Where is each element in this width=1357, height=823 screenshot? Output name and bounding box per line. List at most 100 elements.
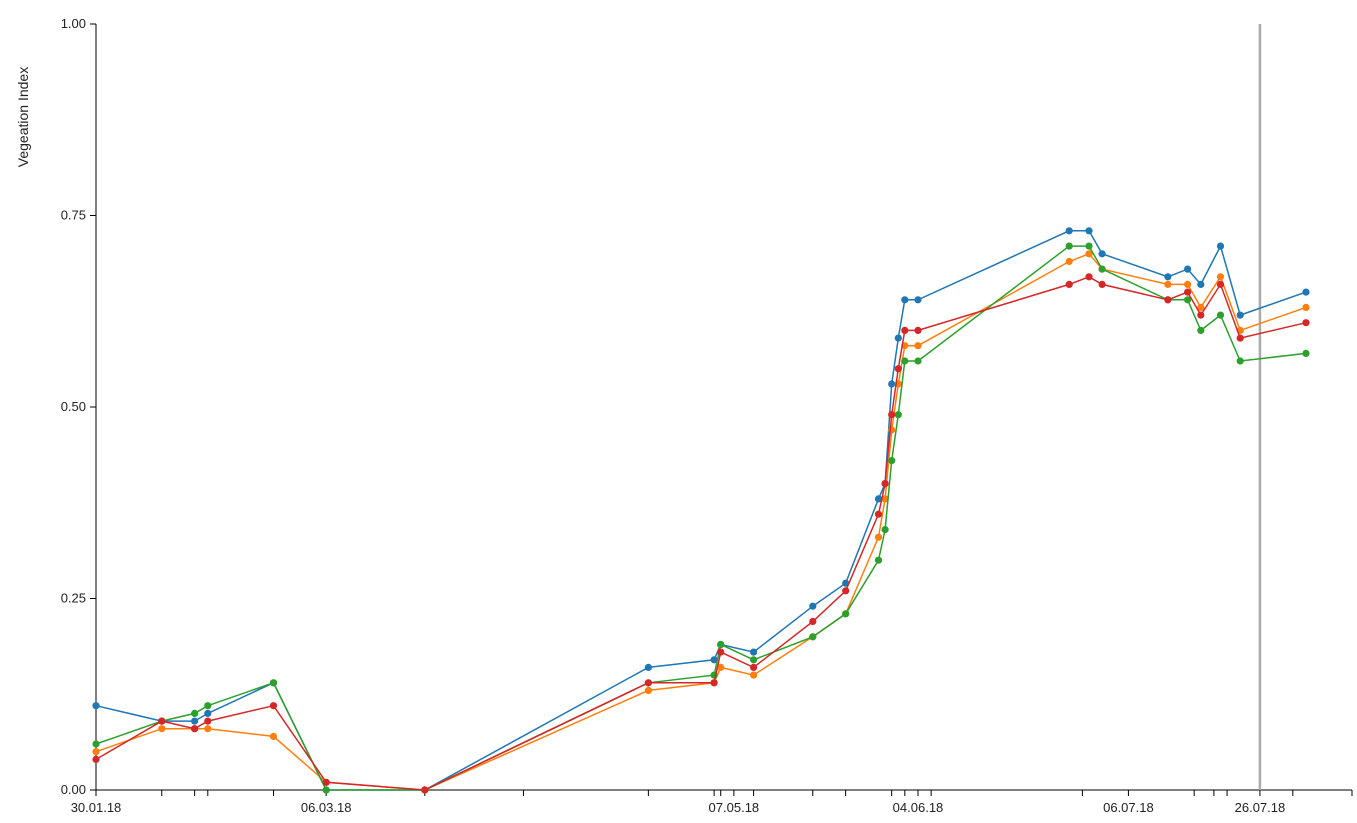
series-2-point: [92, 748, 100, 756]
series-3: [92, 242, 1310, 794]
series-2-point: [717, 663, 725, 672]
series-1-point: [191, 717, 199, 725]
series-3-line: [95, 245, 1307, 791]
series-3-point: [1197, 326, 1205, 334]
series-1-point: [888, 380, 896, 388]
series-4-point: [1184, 288, 1192, 296]
x-tick-label: 07.05.18: [709, 800, 760, 815]
series-3-point: [888, 457, 896, 465]
series-2-point: [1184, 280, 1192, 288]
series-4-point: [901, 326, 909, 334]
series-4-point: [644, 679, 653, 687]
series-3-point: [322, 786, 330, 794]
series-4-point: [1197, 311, 1205, 319]
series-4-point: [717, 648, 725, 656]
series-3-point: [874, 556, 883, 564]
series-1-point: [92, 702, 100, 710]
series-1-point: [1065, 227, 1073, 235]
series-4-point: [1236, 334, 1244, 342]
series-1-point: [1184, 265, 1192, 273]
series-2-point: [1216, 273, 1225, 281]
series-4-point: [894, 365, 902, 373]
series-3-point: [809, 633, 817, 641]
series-3-point: [1065, 242, 1073, 250]
series-4-line: [95, 275, 1307, 791]
series-3-point: [1302, 349, 1310, 357]
series-4-point: [888, 411, 896, 419]
series-1-line: [95, 230, 1307, 791]
series-3-point: [204, 702, 212, 710]
series-1-point: [1085, 227, 1093, 235]
series-3-point: [881, 526, 889, 534]
series-4-point: [1065, 280, 1073, 288]
series-1-point: [1197, 280, 1205, 288]
series-2-point: [204, 725, 212, 733]
series-4-point: [881, 480, 889, 488]
series-2-point: [881, 495, 889, 503]
series-4-point: [158, 717, 166, 725]
series-4-point: [809, 617, 817, 626]
x-tick-label: 06.07.18: [1103, 800, 1154, 815]
series-3-point: [842, 610, 850, 618]
series-3-point: [269, 679, 278, 687]
series-4: [92, 273, 1310, 794]
series-4-point: [914, 326, 922, 334]
series-1-point: [1164, 273, 1172, 281]
y-tick-label: 0.00: [61, 782, 86, 797]
series-3-point: [1184, 296, 1192, 304]
y-tick-label: 0.25: [61, 591, 86, 606]
series-2-point: [874, 533, 883, 541]
y-tick-label: 1.00: [61, 16, 86, 31]
series-3-point: [1216, 311, 1225, 319]
series-3-point: [914, 357, 922, 365]
series-4-point: [842, 587, 850, 595]
series-2-point: [1302, 303, 1310, 311]
series-2-line: [95, 252, 1307, 791]
series-4-point: [874, 510, 883, 518]
series-2-point: [914, 342, 922, 350]
series-4-point: [1302, 319, 1310, 327]
series-4-point: [322, 778, 330, 786]
series-2-point: [888, 426, 896, 434]
series-4-point: [750, 663, 758, 672]
series-3-point: [1098, 265, 1106, 273]
series-2-point: [269, 732, 278, 741]
series-4-point: [710, 679, 718, 687]
series-2-point: [158, 725, 166, 733]
x-tick-label: 06.03.18: [301, 800, 352, 815]
series-4-point: [1164, 296, 1172, 304]
series-group: [92, 227, 1310, 794]
series-4-point: [1216, 280, 1225, 288]
series-1-point: [901, 296, 909, 304]
series-3-point: [1085, 242, 1093, 250]
series-3-point: [750, 656, 758, 664]
y-tick-label: 0.75: [61, 208, 86, 223]
series-2-point: [1085, 250, 1093, 258]
x-tick-label: 30.01.18: [71, 800, 122, 815]
series-3-point: [894, 411, 902, 419]
series-2-point: [1164, 280, 1172, 288]
series-4-point: [92, 755, 100, 764]
series-3-point: [717, 640, 725, 649]
series-4-point: [1085, 273, 1093, 281]
series-2-point: [750, 671, 758, 679]
series-4-point: [204, 717, 212, 725]
series-1-point: [204, 709, 212, 718]
series-3-point: [901, 357, 909, 365]
series-2-point: [644, 686, 653, 695]
y-axis-title: Vegeation Index: [15, 67, 31, 167]
y-tick-label: 0.50: [61, 399, 86, 414]
series-1-point: [894, 334, 902, 342]
series-1-point: [1216, 242, 1225, 250]
series-1-point: [710, 656, 718, 664]
x-tick-label: 26.07.18: [1235, 800, 1286, 815]
series-1-point: [874, 495, 883, 503]
series-3-point: [1236, 357, 1244, 365]
series-1-point: [644, 663, 653, 672]
series-1-point: [914, 296, 922, 304]
series-4-point: [191, 725, 199, 733]
series-1-point: [1236, 311, 1244, 319]
series-4-point: [421, 786, 429, 794]
series-2: [92, 250, 1310, 794]
